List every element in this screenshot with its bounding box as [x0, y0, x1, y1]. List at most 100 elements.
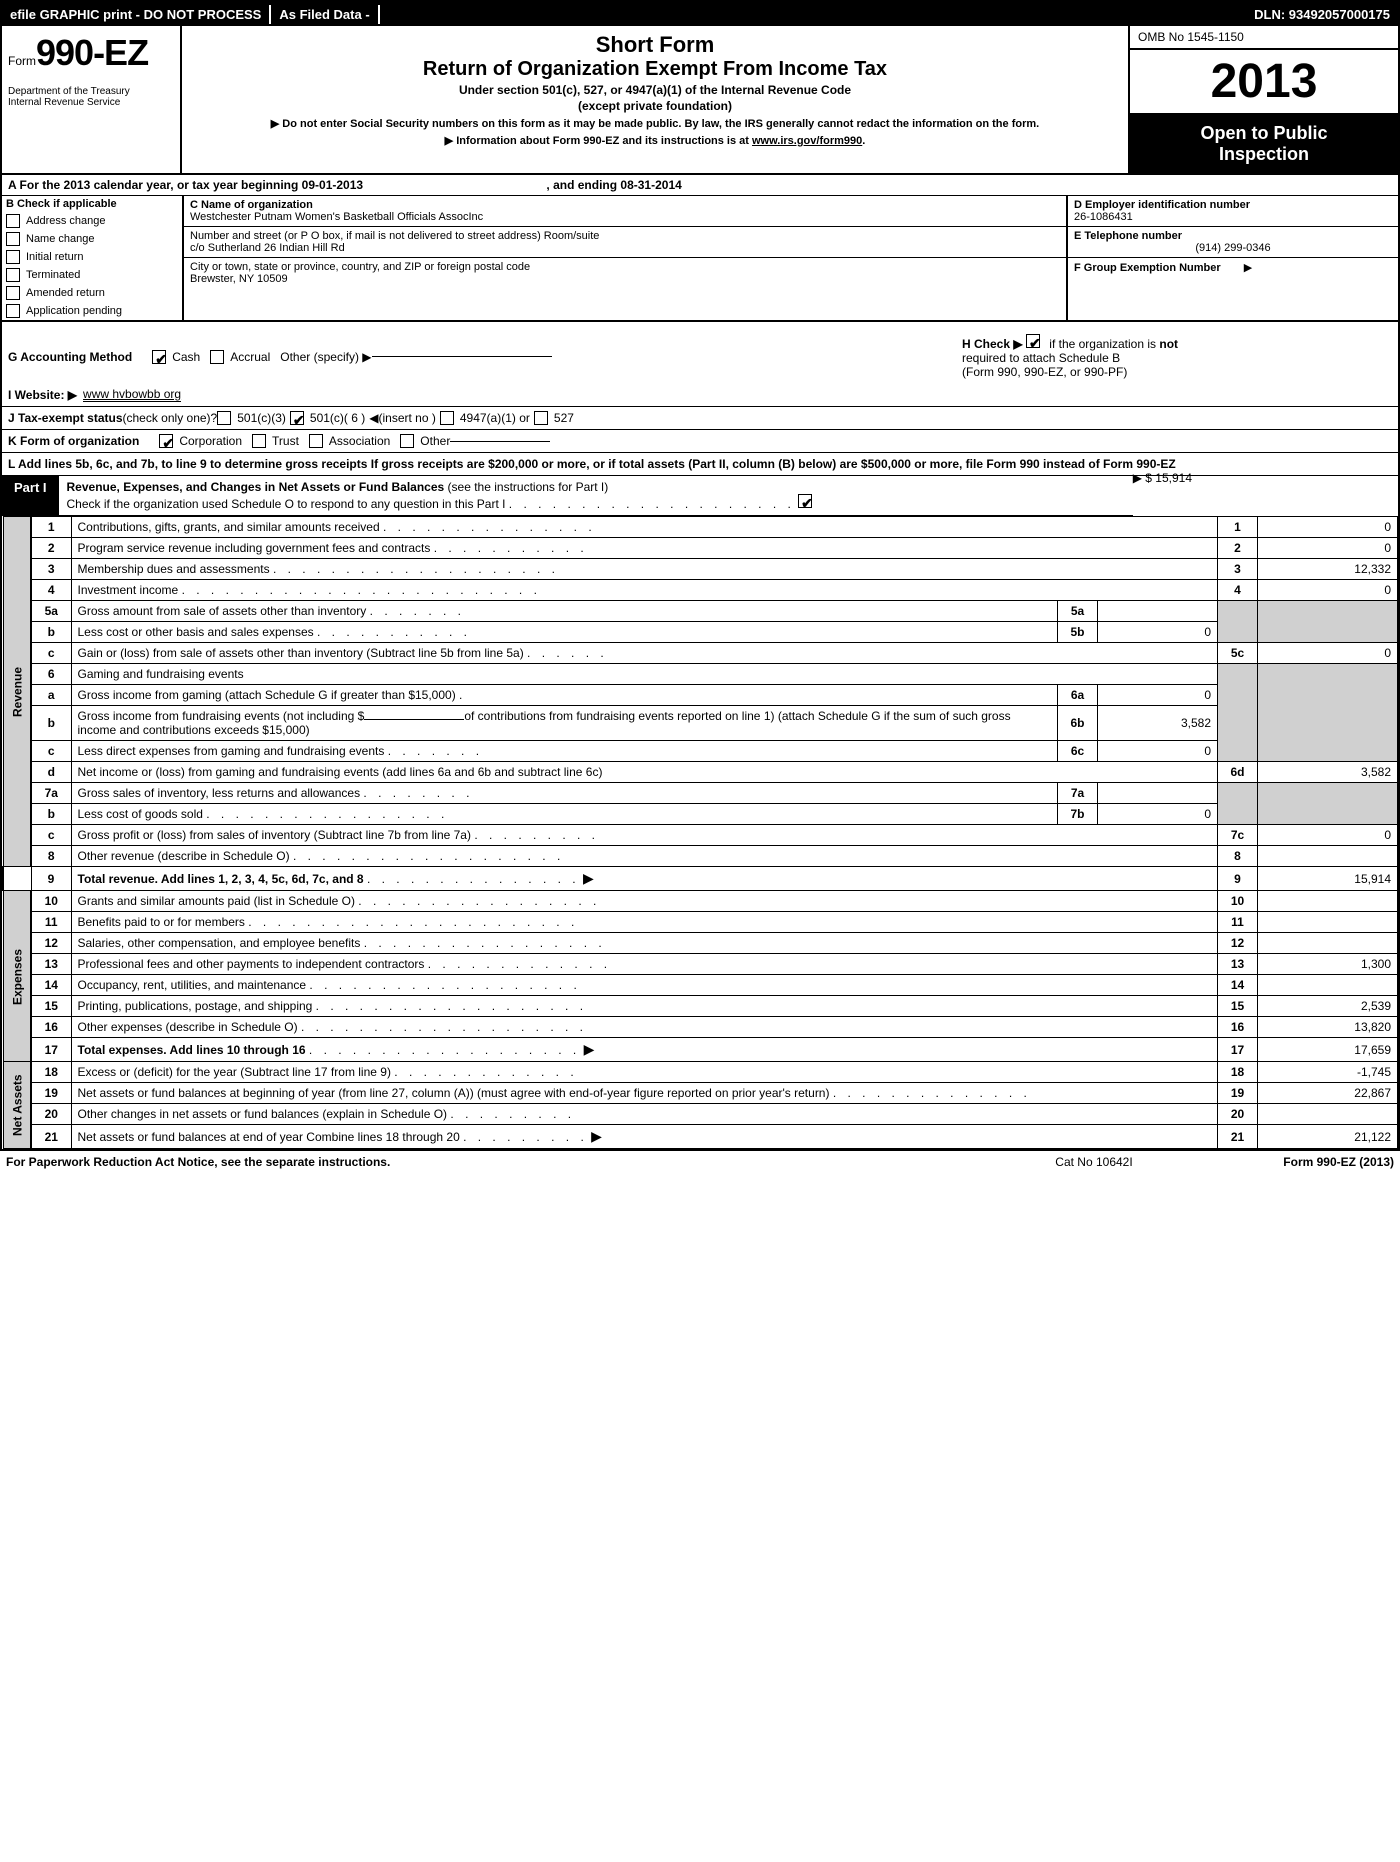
part1-header: Part I Revenue, Expenses, and Changes in…: [2, 476, 1133, 516]
f-row: F Group Exemption Number ▶: [1068, 258, 1398, 277]
side-revenue: Revenue: [3, 517, 31, 867]
tax-year: 2013: [1130, 50, 1398, 115]
subtitle-under: Under section 501(c), 527, or 4947(a)(1)…: [192, 83, 1118, 97]
col-c: C Name of organization Westchester Putna…: [182, 196, 1068, 320]
dept-treasury: Department of the Treasury: [8, 86, 174, 97]
line-2: 2 Program service revenue including gove…: [3, 538, 1398, 559]
side-expenses: Expenses: [3, 891, 31, 1062]
dept-irs: Internal Revenue Service: [8, 97, 174, 108]
line-20: 20 Other changes in net assets or fund b…: [3, 1104, 1398, 1125]
row-j: J Tax-exempt status(check only one)? 501…: [2, 407, 1398, 430]
line-7a: 7a Gross sales of inventory, less return…: [3, 783, 1398, 804]
checkbox-icon[interactable]: [400, 434, 414, 448]
section-a: A For the 2013 calendar year, or tax yea…: [2, 175, 1398, 196]
row-k: K Form of organization ✔Corporation Trus…: [2, 430, 1398, 453]
title-short-form: Short Form: [192, 32, 1118, 58]
form-container: efile GRAPHIC print - DO NOT PROCESS As …: [0, 0, 1400, 1151]
inspection-box: Open to Public Inspection: [1130, 115, 1398, 173]
checkbox-icon[interactable]: ✔: [290, 411, 304, 425]
line-6d: d Net income or (loss) from gaming and f…: [3, 762, 1398, 783]
b-name-change: Name change: [2, 230, 182, 248]
form-number: 990-EZ: [36, 32, 148, 73]
footer: For Paperwork Reduction Act Notice, see …: [0, 1151, 1400, 1173]
checkbox-icon[interactable]: [6, 286, 20, 300]
e-row: E Telephone number (914) 299-0346: [1068, 227, 1398, 258]
checkbox-icon[interactable]: [252, 434, 266, 448]
part1-title: Revenue, Expenses, and Changes in Net As…: [59, 476, 1133, 515]
b-initial-return: Initial return: [2, 248, 182, 266]
checkbox-icon[interactable]: ✔: [1026, 334, 1040, 348]
header-mid: Short Form Return of Organization Exempt…: [182, 26, 1128, 173]
checkbox-icon[interactable]: [534, 411, 548, 425]
checkbox-icon[interactable]: ✔: [798, 494, 812, 508]
line-6c: c Less direct expenses from gaming and f…: [3, 741, 1398, 762]
b-address-change: Address change: [2, 212, 182, 230]
c-street-row: Number and street (or P O box, if mail i…: [184, 227, 1066, 258]
row-gh: G Accounting Method ✔Cash Accrual Other …: [2, 322, 1398, 383]
irs-link[interactable]: www.irs.gov/form990: [752, 135, 862, 147]
checkbox-icon[interactable]: [210, 350, 224, 364]
line-19: 19 Net assets or fund balances at beginn…: [3, 1083, 1398, 1104]
line-9: 9 Total revenue. Add lines 1, 2, 3, 4, 5…: [3, 867, 1398, 891]
line-5c: c Gain or (loss) from sale of assets oth…: [3, 643, 1398, 664]
checkbox-icon[interactable]: [217, 411, 231, 425]
b-header: B Check if applicable: [2, 196, 182, 212]
omb-number: OMB No 1545-1150: [1130, 26, 1398, 50]
b-pending: Application pending: [2, 302, 182, 320]
line-7c: c Gross profit or (loss) from sales of i…: [3, 825, 1398, 846]
topbar: efile GRAPHIC print - DO NOT PROCESS As …: [2, 2, 1398, 26]
checkbox-icon[interactable]: [6, 214, 20, 228]
line-1: Revenue 1 Contributions, gifts, grants, …: [3, 517, 1398, 538]
c-city-row: City or town, state or province, country…: [184, 258, 1066, 288]
header-left: Form990-EZ Department of the Treasury In…: [2, 26, 182, 173]
topbar-mid: As Filed Data -: [269, 5, 379, 24]
header-right: OMB No 1545-1150 2013 Open to Public Ins…: [1128, 26, 1398, 173]
line-6: 6 Gaming and fundraising events: [3, 664, 1398, 685]
line-13: 13 Professional fees and other payments …: [3, 954, 1398, 975]
checkbox-icon[interactable]: ✔: [159, 434, 173, 448]
line-12: 12 Salaries, other compensation, and emp…: [3, 933, 1398, 954]
line-18: Net Assets 18 Excess or (deficit) for th…: [3, 1062, 1398, 1083]
line-3: 3 Membership dues and assessments . . . …: [3, 559, 1398, 580]
note-ssn: ▶ Do not enter Social Security numbers o…: [192, 117, 1118, 130]
line-5b: b Less cost or other basis and sales exp…: [3, 622, 1398, 643]
checkbox-icon[interactable]: [6, 250, 20, 264]
line-10: Expenses 10 Grants and similar amounts p…: [3, 891, 1398, 912]
bf-section: B Check if applicable Address change Nam…: [2, 196, 1398, 322]
checkbox-icon[interactable]: [440, 411, 454, 425]
line-7b: b Less cost of goods sold . . . . . . . …: [3, 804, 1398, 825]
title-return: Return of Organization Exempt From Incom…: [192, 58, 1118, 81]
line-15: 15 Printing, publications, postage, and …: [3, 996, 1398, 1017]
line-5a: 5a Gross amount from sale of assets othe…: [3, 601, 1398, 622]
main-table: Revenue 1 Contributions, gifts, grants, …: [2, 516, 1398, 1149]
row-i: I Website: ▶ www hvbowbb org: [2, 383, 1398, 407]
checkbox-icon[interactable]: [6, 304, 20, 318]
checkbox-icon[interactable]: [309, 434, 323, 448]
line-11: 11 Benefits paid to or for members . . .…: [3, 912, 1398, 933]
subtitle-except: (except private foundation): [192, 99, 1118, 113]
line-8: 8 Other revenue (describe in Schedule O)…: [3, 846, 1398, 867]
topbar-dln: DLN: 93492057000175: [1246, 5, 1398, 24]
checkbox-icon[interactable]: ✔: [152, 350, 166, 364]
note-info: ▶ Information about Form 990-EZ and its …: [192, 134, 1118, 147]
col-b: B Check if applicable Address change Nam…: [2, 196, 182, 320]
b-amended: Amended return: [2, 284, 182, 302]
checkbox-icon[interactable]: [6, 232, 20, 246]
topbar-left: efile GRAPHIC print - DO NOT PROCESS: [2, 5, 269, 24]
col-def: D Employer identification number 26-1086…: [1068, 196, 1398, 320]
footer-paperwork: For Paperwork Reduction Act Notice, see …: [6, 1155, 994, 1169]
line-21: 21 Net assets or fund balances at end of…: [3, 1125, 1398, 1149]
footer-form: Form 990-EZ (2013): [1194, 1155, 1394, 1169]
c-name-row: C Name of organization Westchester Putna…: [184, 196, 1066, 227]
line-16: 16 Other expenses (describe in Schedule …: [3, 1017, 1398, 1038]
line-14: 14 Occupancy, rent, utilities, and maint…: [3, 975, 1398, 996]
d-row: D Employer identification number 26-1086…: [1068, 196, 1398, 227]
part1-label: Part I: [2, 476, 59, 515]
line-6b: b Gross income from fundraising events (…: [3, 706, 1398, 741]
form-header: Form990-EZ Department of the Treasury In…: [2, 26, 1398, 175]
checkbox-icon[interactable]: [6, 268, 20, 282]
website-link[interactable]: www hvbowbb org: [83, 387, 181, 402]
line-4: 4 Investment income . . . . . . . . . . …: [3, 580, 1398, 601]
line-6a: a Gross income from gaming (attach Sched…: [3, 685, 1398, 706]
b-terminated: Terminated: [2, 266, 182, 284]
